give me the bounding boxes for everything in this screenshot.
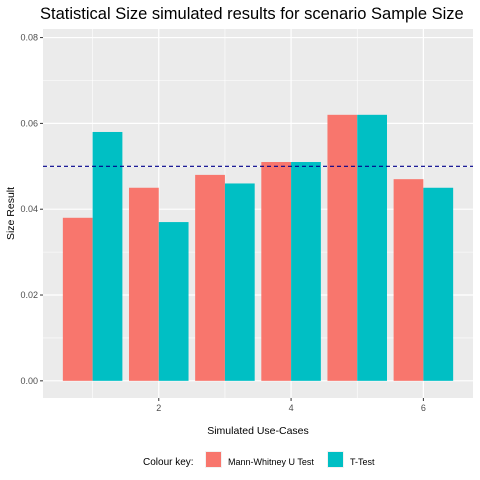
x-tick-label: 2 (156, 403, 161, 413)
bar (261, 162, 292, 381)
x-tick-label: 6 (421, 403, 426, 413)
y-tick-label: 0.06 (20, 118, 38, 128)
bar (129, 187, 159, 381)
y-axis-title: Size Result (5, 187, 17, 240)
y-tick-label: 0.08 (20, 33, 38, 43)
x-axis-title: Simulated Use-Cases (207, 425, 309, 437)
bars (62, 114, 454, 381)
x-axis: 2 4 6 (156, 398, 426, 413)
legend-swatch (206, 452, 221, 467)
bar (195, 174, 225, 381)
y-tick-label: 0.00 (20, 376, 38, 386)
bar (393, 179, 424, 381)
bar (158, 222, 189, 381)
y-tick-label: 0.04 (20, 204, 38, 214)
legend-label: Mann-Whitney U Test (228, 457, 314, 467)
bar (62, 217, 93, 381)
legend-label: T-Test (350, 457, 375, 467)
bar (423, 187, 454, 381)
legend: Colour key: Mann-Whitney U Test T-Test (143, 451, 375, 468)
bar (291, 162, 321, 381)
bar (357, 114, 387, 381)
chart-title: Statistical Size simulated results for s… (40, 5, 464, 23)
x-tick-label: 4 (289, 403, 294, 413)
bar (92, 131, 123, 381)
legend-swatch (328, 452, 343, 467)
legend-title: Colour key: (143, 457, 194, 468)
bar (224, 183, 255, 381)
y-axis: 0.00 0.02 0.04 0.06 0.08 (20, 33, 43, 386)
bar (327, 114, 358, 381)
y-tick-label: 0.02 (20, 290, 38, 300)
